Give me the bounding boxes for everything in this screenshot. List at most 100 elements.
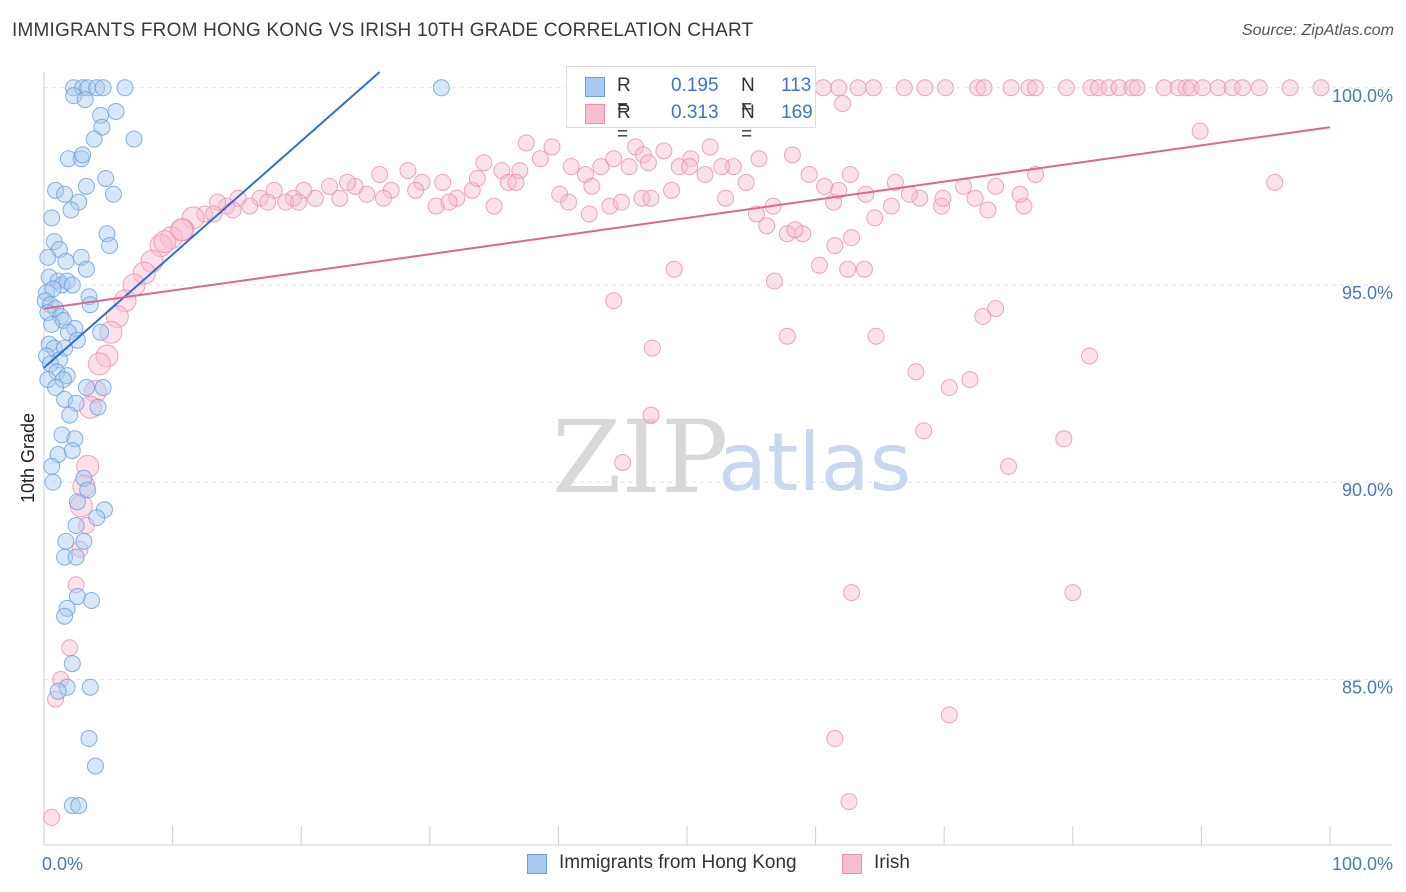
hong-kong-point <box>101 237 119 255</box>
irish-point <box>778 225 796 243</box>
hong-kong-point <box>58 678 76 696</box>
hong-kong-point <box>77 177 95 195</box>
irish-point <box>605 150 623 168</box>
legend-r-value: 0.195 <box>671 75 719 96</box>
hong-kong-point <box>88 509 106 527</box>
irish-point <box>1191 122 1209 140</box>
irish-point <box>987 177 1005 195</box>
legend-swatch-blue <box>527 854 547 874</box>
irish-point <box>940 379 958 397</box>
irish-point <box>681 158 699 176</box>
irish-point <box>826 237 844 255</box>
irish-point <box>592 158 610 176</box>
irish-point <box>737 173 755 191</box>
hong-kong-point <box>56 607 74 625</box>
irish-point <box>717 189 735 207</box>
irish-point <box>1011 185 1029 203</box>
irish-point <box>975 79 993 97</box>
irish-point <box>170 218 194 242</box>
irish-point <box>224 201 242 219</box>
y-axis-title: 10th Grade <box>18 413 38 503</box>
legend-r-label: R = <box>617 102 631 145</box>
irish-point <box>1123 79 1141 97</box>
irish-trend-line <box>43 126 1331 310</box>
irish-point <box>882 197 900 215</box>
irish-point <box>320 177 338 195</box>
irish-point <box>1027 166 1045 184</box>
hong-kong-point <box>56 548 74 566</box>
hong-kong-point <box>43 209 61 227</box>
source-credit: Source: ZipAtlas.com <box>1241 22 1394 39</box>
irish-point <box>241 197 259 215</box>
irish-point <box>701 138 719 156</box>
hong-kong-trend-line <box>43 71 381 369</box>
hong-kong-point <box>116 79 134 97</box>
irish-point <box>181 206 205 230</box>
irish-point <box>259 193 277 211</box>
irish-point <box>916 79 934 97</box>
irish-point <box>205 205 223 223</box>
hong-kong-point <box>92 323 110 341</box>
irish-point <box>1155 79 1173 97</box>
hong-kong-point <box>81 678 99 696</box>
irish-point <box>826 730 844 748</box>
legend-n-label: N = <box>741 102 755 145</box>
irish-point <box>696 166 714 184</box>
hong-kong-point <box>57 532 75 550</box>
irish-point <box>765 272 783 290</box>
y-tick-label: 85.0% <box>1342 677 1393 697</box>
hong-kong-point <box>47 379 65 397</box>
legend-swatch-blue <box>585 77 605 97</box>
watermark-atlas: atlas <box>718 416 911 509</box>
irish-point <box>517 134 535 152</box>
hong-kong-point <box>61 406 79 424</box>
irish-point <box>810 256 828 274</box>
irish-point <box>974 308 992 326</box>
irish-point <box>346 177 364 195</box>
irish-point <box>940 706 958 724</box>
irish-point <box>642 406 660 424</box>
hong-kong-point <box>70 797 88 815</box>
irish-point <box>841 166 859 184</box>
hong-kong-point <box>68 331 86 349</box>
irish-point <box>1194 79 1212 97</box>
hong-kong-point <box>432 79 450 97</box>
irish-point <box>448 189 466 207</box>
hong-kong-point <box>86 757 104 775</box>
irish-point <box>895 79 913 97</box>
irish-point <box>1002 79 1020 97</box>
hong-kong-point <box>63 655 81 673</box>
hong-kong-point <box>83 591 101 609</box>
irish-point <box>614 453 632 471</box>
irish-point <box>778 327 796 345</box>
irish-point <box>1209 79 1227 97</box>
gridlines <box>44 87 1392 680</box>
irish-point <box>834 95 852 113</box>
irish-point <box>399 162 417 180</box>
legend-r-value: 0.313 <box>671 102 719 123</box>
irish-point <box>886 173 904 191</box>
hong-kong-point <box>107 102 125 120</box>
hong-kong-point <box>76 91 94 109</box>
irish-point <box>306 189 324 207</box>
irish-point <box>816 177 834 195</box>
hong-kong-point <box>63 276 81 294</box>
irish-point <box>485 197 503 215</box>
watermark-zip: ZIP <box>552 399 728 516</box>
irish-point <box>531 150 549 168</box>
hong-kong-point <box>93 118 111 136</box>
hong-kong-point <box>68 588 86 606</box>
irish-point <box>1128 79 1146 97</box>
x-tick-label: 100.0% <box>1332 854 1393 874</box>
irish-point <box>830 181 848 199</box>
y-tick-label: 100.0% <box>1332 86 1393 106</box>
irish-point <box>562 158 580 176</box>
hong-kong-point <box>63 442 81 460</box>
hong-kong-point <box>88 79 106 97</box>
legend-swatch-pink <box>842 854 862 874</box>
chart-title: IMMIGRANTS FROM HONG KONG VS IRISH 10TH … <box>12 20 754 41</box>
irish-point <box>1027 79 1045 97</box>
irish-point <box>612 193 630 211</box>
irish-point <box>843 229 861 247</box>
